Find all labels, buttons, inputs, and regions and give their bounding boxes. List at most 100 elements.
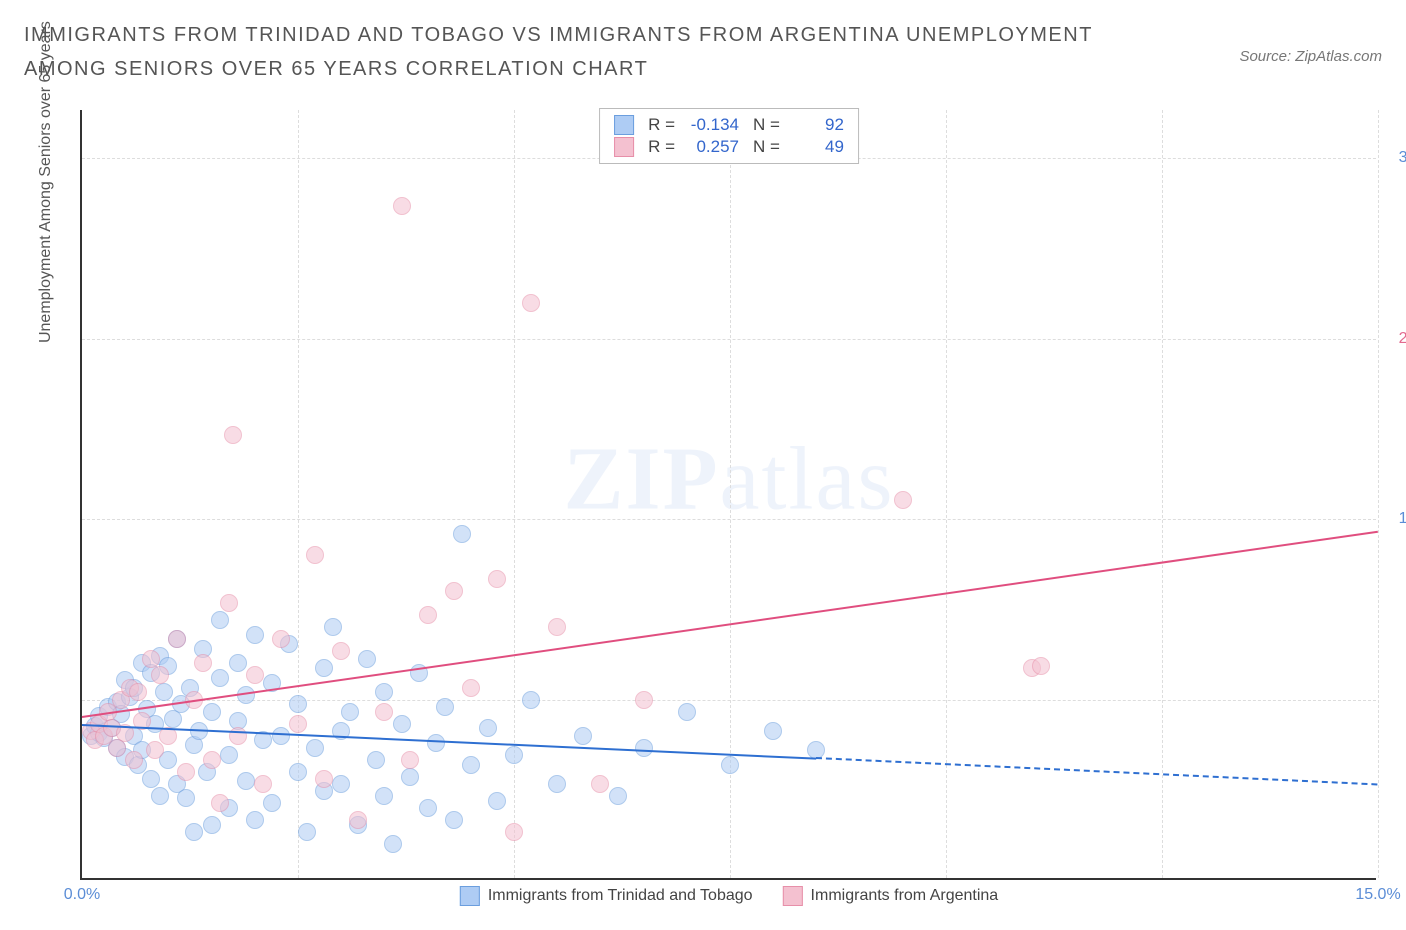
- data-point: [306, 546, 324, 564]
- data-point: [246, 666, 264, 684]
- gridline-h: [82, 339, 1376, 340]
- data-point: [185, 823, 203, 841]
- data-point: [229, 727, 247, 745]
- data-point: [341, 703, 359, 721]
- data-point: [125, 751, 143, 769]
- data-point: [237, 772, 255, 790]
- data-point: [894, 491, 912, 509]
- source-attribution: Source: ZipAtlas.com: [1239, 48, 1382, 65]
- legend-swatch: [614, 137, 634, 157]
- data-point: [203, 703, 221, 721]
- data-point: [393, 715, 411, 733]
- data-point: [721, 756, 739, 774]
- data-point: [358, 650, 376, 668]
- data-point: [393, 197, 411, 215]
- gridline-v: [1378, 110, 1379, 878]
- data-point: [211, 794, 229, 812]
- data-point: [505, 823, 523, 841]
- data-point: [272, 630, 290, 648]
- data-point: [289, 695, 307, 713]
- legend-stat-row: R =0.257N =49: [614, 137, 844, 157]
- data-point: [263, 794, 281, 812]
- data-point: [375, 683, 393, 701]
- data-point: [246, 626, 264, 644]
- data-point: [401, 768, 419, 786]
- data-point: [635, 691, 653, 709]
- y-tick-label: 22.5%: [1384, 330, 1406, 348]
- trendline: [816, 757, 1378, 785]
- data-point: [349, 811, 367, 829]
- data-point: [375, 787, 393, 805]
- x-tick-label: 0.0%: [64, 886, 100, 904]
- data-point: [635, 739, 653, 757]
- data-point: [177, 789, 195, 807]
- data-point: [522, 294, 540, 312]
- data-point: [203, 816, 221, 834]
- data-point: [375, 703, 393, 721]
- plot-area: ZIPatlas R =-0.134N =92R =0.257N =49 Imm…: [80, 110, 1376, 880]
- data-point: [419, 606, 437, 624]
- data-point: [591, 775, 609, 793]
- legend-item: Immigrants from Argentina: [783, 886, 999, 906]
- data-point: [548, 775, 566, 793]
- data-point: [142, 770, 160, 788]
- data-point: [194, 654, 212, 672]
- data-point: [453, 525, 471, 543]
- data-point: [254, 775, 272, 793]
- y-tick-label: 7.5%: [1384, 691, 1406, 709]
- data-point: [419, 799, 437, 817]
- data-point: [505, 746, 523, 764]
- data-point: [315, 659, 333, 677]
- data-point: [445, 811, 463, 829]
- data-point: [224, 426, 242, 444]
- data-point: [289, 763, 307, 781]
- chart-container: Unemployment Among Seniors over 65 years…: [56, 110, 1376, 880]
- data-point: [142, 650, 160, 668]
- legend-swatch: [460, 886, 480, 906]
- legend-stat-row: R =-0.134N =92: [614, 115, 844, 135]
- data-point: [220, 746, 238, 764]
- data-point: [548, 618, 566, 636]
- data-point: [324, 618, 342, 636]
- data-point: [401, 751, 419, 769]
- data-point: [488, 570, 506, 588]
- data-point: [522, 691, 540, 709]
- legend-swatch: [614, 115, 634, 135]
- data-point: [332, 775, 350, 793]
- data-point: [211, 669, 229, 687]
- data-point: [177, 763, 195, 781]
- y-axis-title: Unemployment Among Seniors over 65 years: [37, 21, 55, 343]
- chart-title: IMMIGRANTS FROM TRINIDAD AND TOBAGO VS I…: [24, 18, 1104, 86]
- data-point: [146, 741, 164, 759]
- data-point: [289, 715, 307, 733]
- x-tick-label: 15.0%: [1355, 886, 1400, 904]
- legend-swatch: [783, 886, 803, 906]
- data-point: [332, 642, 350, 660]
- data-point: [609, 787, 627, 805]
- data-point: [211, 611, 229, 629]
- data-point: [462, 756, 480, 774]
- data-point: [151, 787, 169, 805]
- data-point: [315, 770, 333, 788]
- watermark: ZIPatlas: [564, 427, 895, 530]
- data-point: [155, 683, 173, 701]
- data-point: [1032, 657, 1050, 675]
- data-point: [246, 811, 264, 829]
- data-point: [479, 719, 497, 737]
- gridline-h: [82, 519, 1376, 520]
- data-point: [445, 582, 463, 600]
- data-point: [436, 698, 454, 716]
- data-point: [220, 594, 238, 612]
- data-point: [678, 703, 696, 721]
- data-point: [764, 722, 782, 740]
- data-point: [462, 679, 480, 697]
- y-tick-label: 30.0%: [1384, 149, 1406, 167]
- series-legend: Immigrants from Trinidad and TobagoImmig…: [460, 886, 998, 906]
- gridline-v: [1162, 110, 1163, 878]
- correlation-legend: R =-0.134N =92R =0.257N =49: [599, 108, 859, 164]
- y-tick-label: 15.0%: [1384, 510, 1406, 528]
- data-point: [306, 739, 324, 757]
- data-point: [272, 727, 290, 745]
- data-point: [427, 734, 445, 752]
- gridline-h: [82, 700, 1376, 701]
